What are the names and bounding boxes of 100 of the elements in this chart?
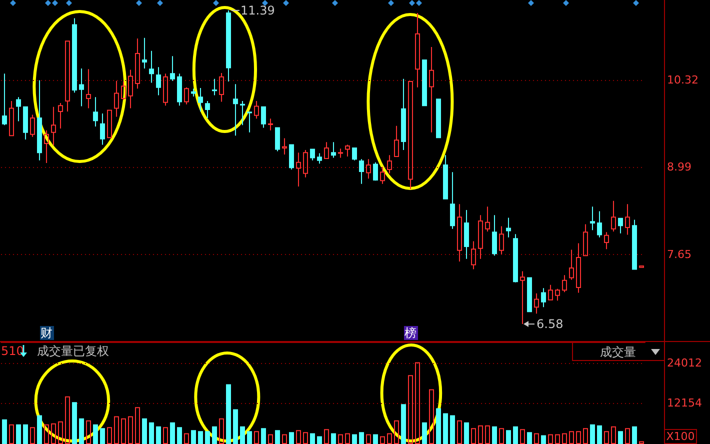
candlestick xyxy=(352,148,357,161)
bar xyxy=(247,431,252,444)
bar xyxy=(366,434,371,444)
candlestick xyxy=(569,249,574,280)
bar xyxy=(352,434,357,444)
candlestick xyxy=(366,158,371,180)
bar xyxy=(422,422,427,444)
bar xyxy=(212,426,217,444)
bar xyxy=(632,426,637,444)
annotation: 510 xyxy=(1,344,24,358)
bar xyxy=(625,428,630,444)
bar xyxy=(100,428,105,444)
candlestick xyxy=(128,69,133,109)
candlestick xyxy=(415,12,420,88)
candlestick xyxy=(205,100,210,119)
bar xyxy=(2,419,7,444)
y-tick-label: 12154 xyxy=(667,396,702,410)
candlestick xyxy=(359,158,364,184)
bar xyxy=(233,409,238,444)
candlestick xyxy=(135,38,140,90)
bar xyxy=(380,436,385,444)
candlestick xyxy=(394,125,399,157)
bar xyxy=(506,430,511,444)
candlestick xyxy=(499,226,504,255)
candlestick xyxy=(625,204,630,236)
bar xyxy=(16,424,21,444)
bar xyxy=(520,429,525,444)
candlestick xyxy=(408,81,413,190)
bar xyxy=(303,432,308,444)
candlestick xyxy=(422,59,427,106)
bar xyxy=(156,426,161,444)
candlestick xyxy=(156,66,161,96)
bar xyxy=(219,418,224,444)
candlestick xyxy=(72,18,77,94)
bar xyxy=(79,418,84,444)
bar xyxy=(324,429,329,444)
bar xyxy=(93,424,98,444)
candlestick xyxy=(618,218,623,234)
candlestick xyxy=(450,172,455,230)
candlestick xyxy=(2,73,7,126)
candlestick xyxy=(275,127,280,152)
candlestick xyxy=(387,154,392,174)
candlestick xyxy=(30,114,35,138)
bar xyxy=(373,434,378,444)
bar xyxy=(205,431,210,444)
bar xyxy=(457,420,462,444)
bar xyxy=(198,431,203,444)
candlestick xyxy=(478,214,483,260)
bar xyxy=(65,396,70,444)
candlestick xyxy=(58,102,63,129)
bar xyxy=(114,416,119,444)
candlestick xyxy=(261,106,266,128)
bar xyxy=(359,432,364,444)
bar xyxy=(191,430,196,444)
candlestick xyxy=(65,40,70,112)
bar xyxy=(478,425,483,444)
candlestick xyxy=(142,37,147,69)
candlestick xyxy=(471,240,476,270)
candlestick xyxy=(604,232,609,250)
bar xyxy=(401,404,406,444)
candlestick xyxy=(247,110,252,133)
annotation: 榜 xyxy=(404,326,418,340)
bar xyxy=(107,427,112,444)
candlestick xyxy=(51,106,56,146)
annotation: 11.39 xyxy=(240,3,275,18)
bar xyxy=(44,424,49,444)
candlestick xyxy=(37,80,42,161)
bar xyxy=(387,433,392,444)
bar xyxy=(555,434,560,444)
bar xyxy=(639,441,644,444)
candlestick xyxy=(548,284,553,300)
candlestick xyxy=(534,292,539,314)
annotation: 成交量已复权 xyxy=(37,344,109,358)
candlestick xyxy=(338,148,343,158)
bar xyxy=(23,424,28,444)
candlestick xyxy=(226,10,231,82)
candlestick xyxy=(401,78,406,150)
bar xyxy=(345,433,350,444)
candlestick xyxy=(191,88,196,97)
bar xyxy=(576,431,581,444)
bar xyxy=(9,424,14,444)
bar xyxy=(429,389,434,444)
candlestick xyxy=(198,88,203,112)
candlestick xyxy=(590,206,595,231)
bar xyxy=(436,408,441,444)
bar xyxy=(471,428,476,444)
candlestick xyxy=(121,81,126,100)
candlestick xyxy=(170,56,175,82)
bar xyxy=(317,436,322,444)
bar xyxy=(282,434,287,444)
bar xyxy=(562,433,567,444)
candlestick xyxy=(457,204,462,262)
bar xyxy=(604,431,609,444)
candlestick xyxy=(324,142,329,159)
candlestick xyxy=(576,242,581,294)
bar xyxy=(149,422,154,444)
bar xyxy=(443,413,448,444)
candlestick xyxy=(79,68,84,107)
bar xyxy=(408,375,413,444)
candlestick xyxy=(107,110,112,138)
